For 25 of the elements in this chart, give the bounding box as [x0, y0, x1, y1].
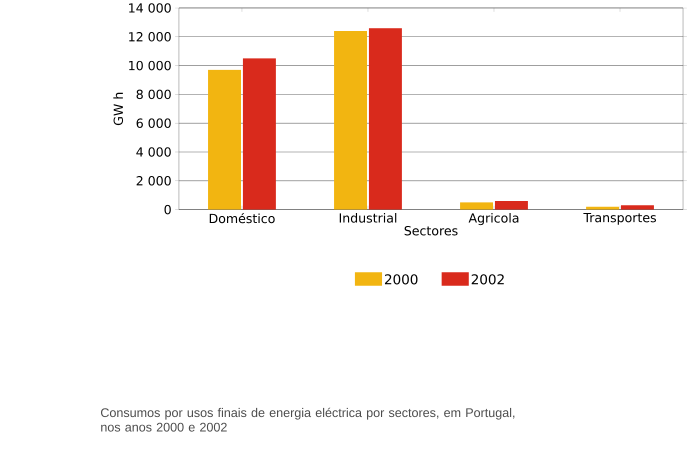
x-tick-label: Industrial	[340, 212, 396, 223]
y-tick-label: 0	[164, 204, 171, 214]
y-axis-title: GW h	[113, 92, 124, 125]
x-tick-label: Doméstico	[210, 212, 275, 224]
bar	[208, 70, 241, 210]
legend-label: 2000	[384, 274, 418, 284]
y-tick-label: 2 000	[136, 176, 171, 186]
bar	[242, 58, 276, 210]
bar	[334, 30, 368, 210]
x-tick-label: Transportes	[583, 212, 656, 225]
y-tick-label: 14 000	[129, 3, 171, 13]
bar	[620, 205, 654, 210]
text: Consumos por usos finais de energia eléctrica por sectores, em Portugal, nos anos 2000 e 2002	[100, 408, 514, 432]
y-tick-label: 10 000	[129, 60, 171, 70]
y-tick-label: 6 000	[136, 118, 171, 128]
legend-label: 2002	[472, 274, 504, 284]
y-tick-label: 12 000	[129, 32, 171, 42]
y-tick-label: 4 000	[136, 147, 171, 157]
bar	[460, 202, 494, 210]
x-axis-title: Sectores	[404, 226, 458, 236]
y-tick-label: 8 000	[136, 90, 171, 99]
x-tick-label: Agricola	[468, 212, 518, 226]
bar	[586, 206, 620, 210]
bar	[494, 200, 528, 210]
bar	[368, 28, 402, 210]
